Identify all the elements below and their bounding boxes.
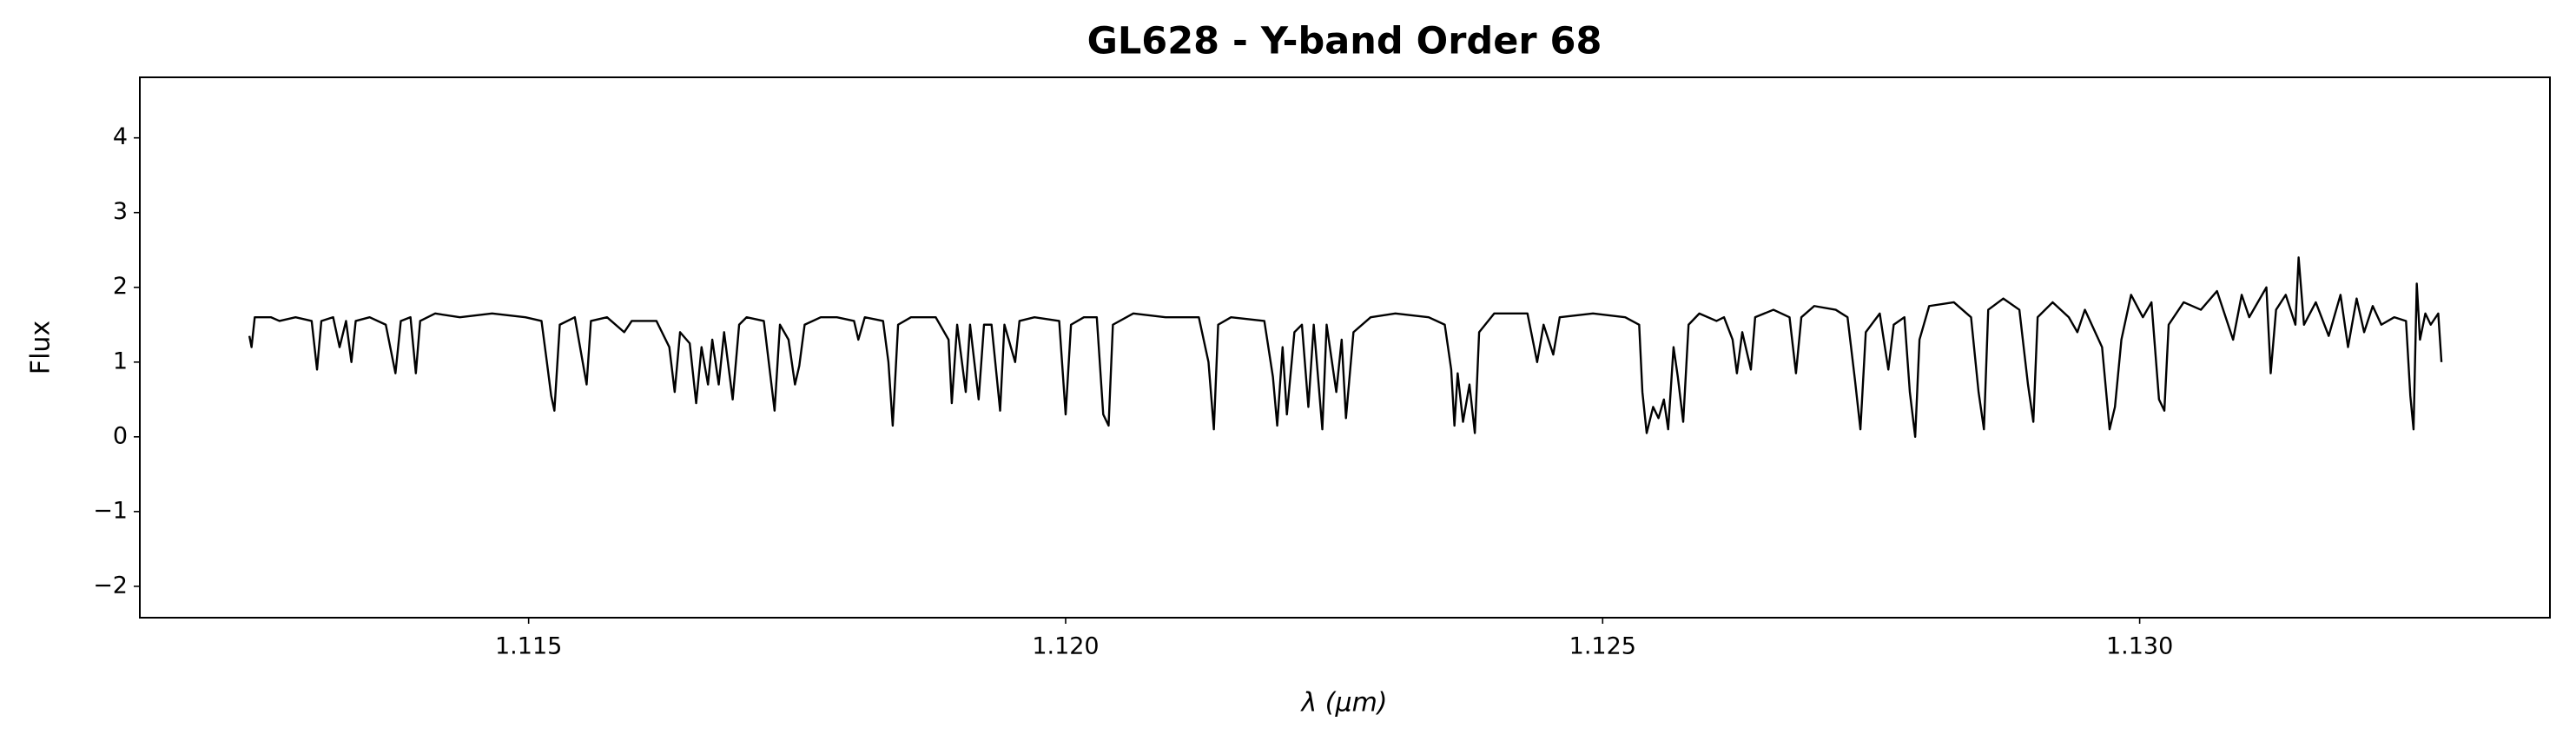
- y-tick-label: −2: [93, 572, 128, 599]
- y-tick-label: −1: [93, 497, 128, 524]
- x-tick-label: 1.130: [2106, 633, 2173, 660]
- y-tick-label: 1: [113, 348, 128, 374]
- x-axis-label: λ (μm): [1299, 688, 1387, 718]
- x-tick-label: 1.125: [1569, 633, 1636, 660]
- x-tick-label: 1.120: [1032, 633, 1099, 660]
- x-tick-label: 1.115: [495, 633, 562, 660]
- y-tick-label: 0: [113, 422, 128, 449]
- plot-frame: [139, 76, 2551, 619]
- y-tick-label: 3: [113, 198, 128, 225]
- y-tick-label: 4: [113, 123, 128, 150]
- chart-title: GL628 - Y-band Order 68: [1087, 20, 1602, 63]
- spectrum-line: [248, 256, 2443, 439]
- y-axis-label: Flux: [26, 321, 56, 374]
- y-tick-label: 2: [113, 273, 128, 300]
